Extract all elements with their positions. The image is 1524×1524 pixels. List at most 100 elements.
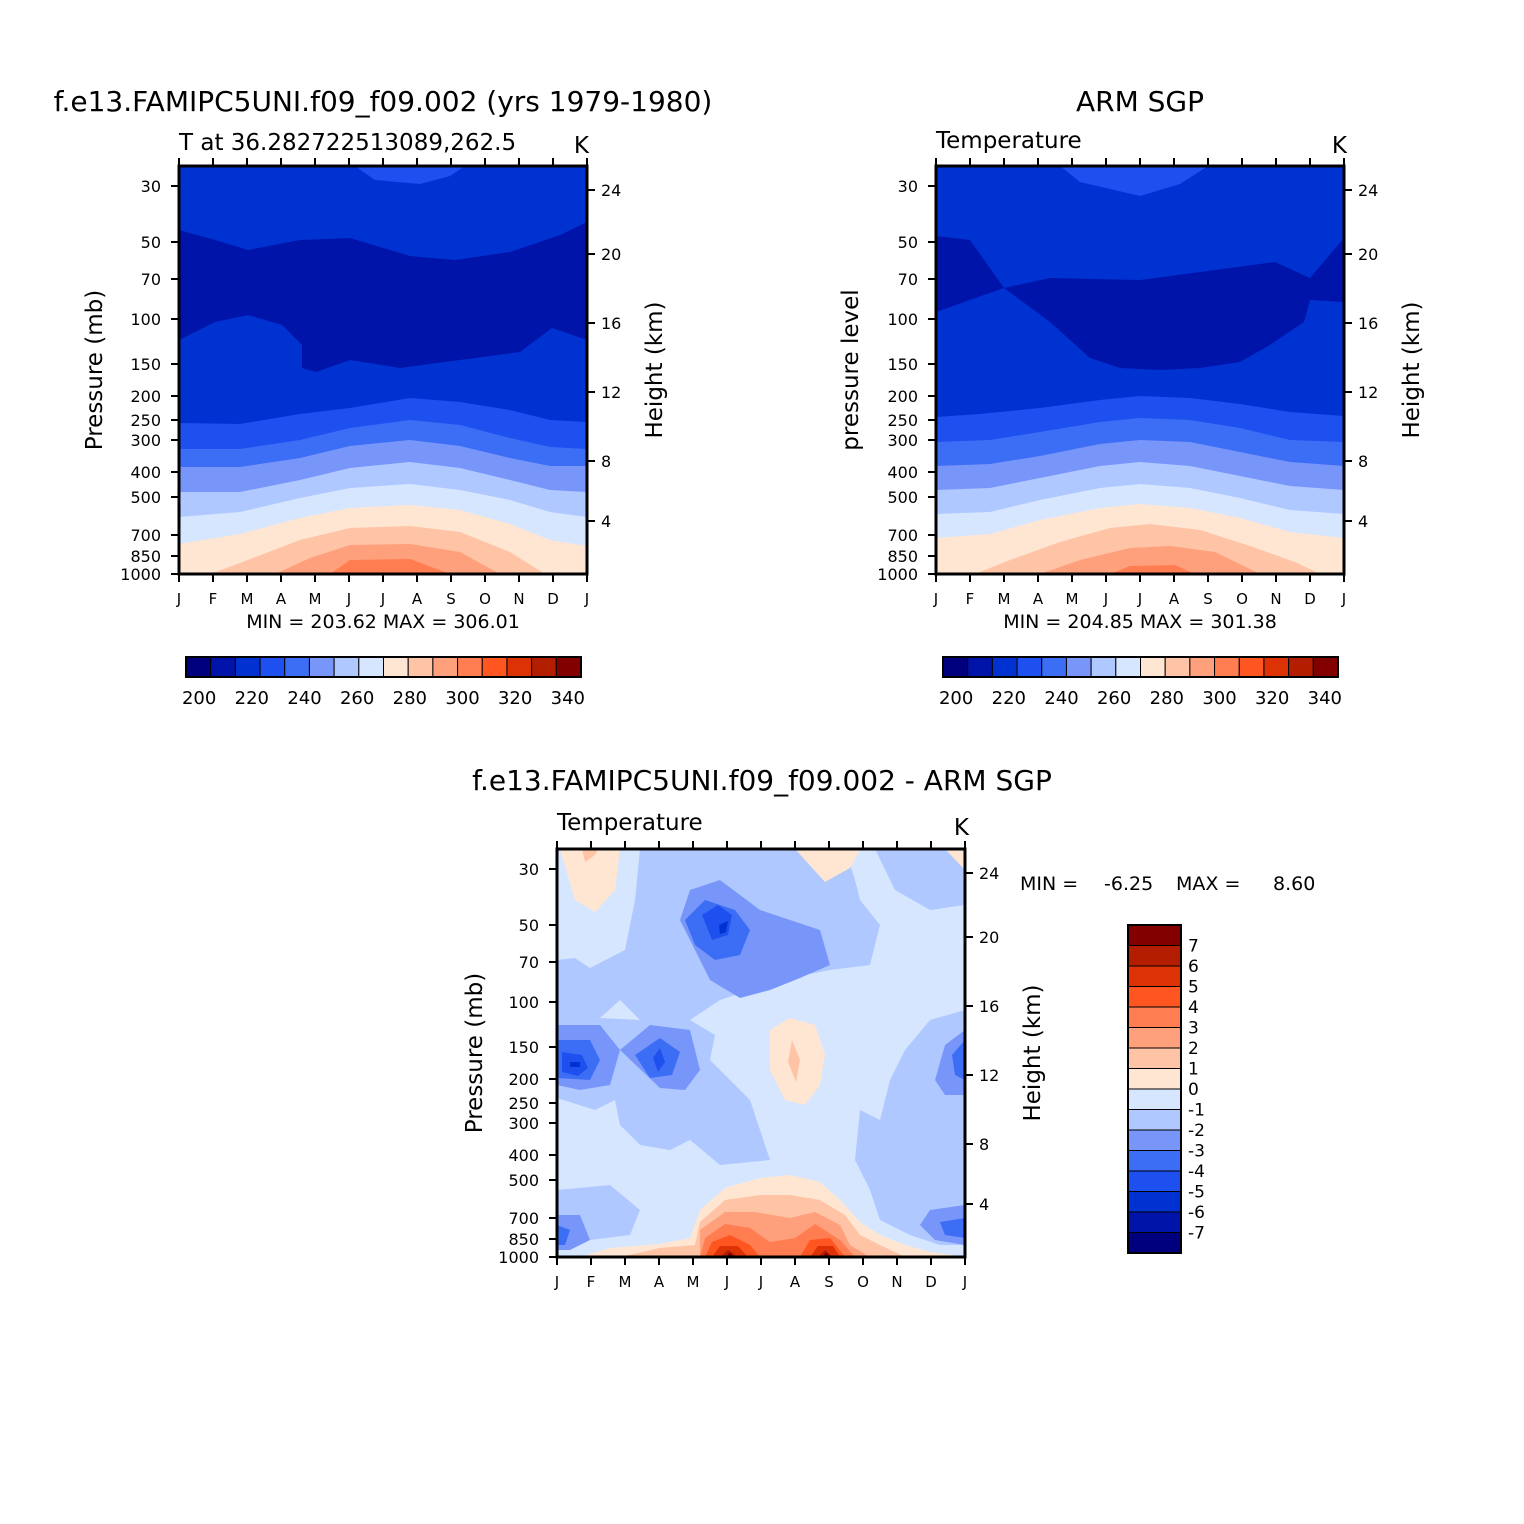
pressure-tick-label: 400: [508, 1146, 539, 1165]
height-tick-label: 24: [601, 181, 621, 200]
height-tick-label: 20: [979, 928, 999, 947]
colorbar-label: 7: [1188, 937, 1199, 957]
pressure-tick-label: 850: [508, 1230, 539, 1249]
colorbar-box: [358, 656, 384, 678]
height-tick-label: 20: [1358, 245, 1378, 264]
pressure-tick-label: 850: [130, 547, 161, 566]
pressure-tick-label: 250: [887, 411, 918, 430]
colorbar-label: 300: [445, 688, 479, 709]
panel-diff: f.e13.FAMIPC5UNI.f09_f09.002 - ARM SGP T…: [462, 764, 1315, 1291]
panel-diff-stats-max-value: 8.60: [1273, 873, 1315, 895]
colorbar-label: 3: [1188, 1019, 1199, 1039]
panel-model: f.e13.FAMIPC5UNI.f09_f09.002 (yrs 1979-1…: [54, 85, 713, 709]
pressure-tick-label: 300: [887, 431, 918, 450]
pressure-tick-label: 100: [887, 310, 918, 329]
panel-obs-colorbar: 200 220 240 260 280 300 320 340: [939, 656, 1342, 709]
height-tick-label: 12: [601, 383, 621, 402]
height-tick-label: 16: [979, 997, 999, 1016]
colorbar-box: [506, 656, 533, 678]
panel-model-field: [179, 166, 587, 574]
colorbar-label: 6: [1188, 957, 1199, 977]
colorbar-label: -3: [1188, 1142, 1205, 1162]
panel-model-ylabel: Pressure (mb): [82, 290, 108, 450]
colorbar-box: [1263, 656, 1290, 678]
height-tick-label: 24: [979, 864, 999, 883]
colorbar-box: [1127, 1211, 1182, 1233]
panel-obs-ylabel: pressure level: [838, 289, 864, 450]
colorbar-box: [1127, 1129, 1182, 1151]
pressure-tick-label: 700: [508, 1209, 539, 1228]
colorbar-box: [1288, 656, 1314, 678]
colorbar-label: 220: [235, 688, 269, 709]
colorbar-box: [1127, 1027, 1182, 1049]
pressure-tick-label: 500: [508, 1171, 539, 1190]
pressure-tick-label: 50: [898, 233, 918, 252]
panel-obs-field: [936, 166, 1344, 574]
colorbar-box: [1127, 965, 1182, 987]
colorbar-label: 300: [1202, 688, 1236, 709]
month-tick-label: N: [1270, 590, 1281, 608]
colorbar-box: [967, 656, 993, 678]
month-tick-label: M: [1066, 590, 1079, 608]
colorbar-box: [991, 656, 1018, 678]
colorbar-label: -4: [1188, 1162, 1205, 1182]
month-tick-label: M: [619, 1273, 632, 1291]
height-tick-label: 4: [601, 512, 611, 531]
panel-obs: ARM SGP Temperature K J F M A M J J A S O N D J 30 50 7…: [838, 85, 1425, 709]
height-tick-label: 12: [979, 1066, 999, 1085]
pressure-tick-label: 1000: [120, 565, 161, 584]
colorbar-box: [531, 656, 557, 678]
colorbar-label: -7: [1188, 1224, 1205, 1244]
month-tick-label: A: [1169, 590, 1180, 608]
pressure-tick-label: 150: [508, 1038, 539, 1057]
pressure-tick-label: 50: [519, 916, 539, 935]
colorbar-box: [308, 656, 335, 678]
month-tick-label: S: [446, 590, 456, 608]
panel-diff-ylabel: Pressure (mb): [462, 973, 488, 1133]
colorbar-box: [432, 656, 459, 678]
colorbar-box: [1115, 656, 1141, 678]
colorbar-label: 0: [1188, 1080, 1199, 1100]
pressure-tick-label: 200: [887, 387, 918, 406]
colorbar-box: [284, 656, 310, 678]
pressure-tick-label: 300: [508, 1114, 539, 1133]
month-tick-label: J: [933, 590, 938, 608]
pressure-tick-label: 100: [508, 993, 539, 1012]
panel-obs-stats: MIN = 204.85 MAX = 301.38: [1003, 611, 1277, 633]
colorbar-box: [1214, 656, 1240, 678]
colorbar-box: [1090, 656, 1117, 678]
month-tick-label: S: [824, 1273, 834, 1291]
month-tick-label: J: [346, 590, 351, 608]
month-tick-label: A: [412, 590, 423, 608]
colorbar-box: [1189, 656, 1216, 678]
colorbar-frame: [1127, 924, 1182, 1254]
panel-obs-units: K: [1332, 133, 1348, 159]
colorbar-box: [1140, 656, 1166, 678]
pressure-tick-label: 70: [141, 270, 161, 289]
panel-diff-field: [557, 849, 965, 1257]
colorbar-label: 1: [1188, 1060, 1199, 1080]
month-tick-label: M: [998, 590, 1011, 608]
colorbar-box: [1127, 1068, 1182, 1090]
colorbar-box: [1127, 1150, 1182, 1172]
colorbar-label: 2: [1188, 1039, 1199, 1059]
panel-diff-stats-max-label: MAX =: [1176, 873, 1240, 895]
month-tick-label: M: [241, 590, 254, 608]
colorbar-label: 240: [287, 688, 321, 709]
colorbar-frame: [942, 656, 1339, 678]
colorbar-label: 240: [1044, 688, 1078, 709]
height-tick-label: 24: [1358, 181, 1378, 200]
pressure-tick-label: 30: [141, 177, 161, 196]
month-tick-label: D: [547, 590, 559, 608]
height-tick-label: 16: [1358, 314, 1378, 333]
month-tick-label: J: [758, 1273, 763, 1291]
colorbar-box: [1127, 945, 1182, 967]
colorbar-box: [1127, 1232, 1182, 1254]
month-tick-label: S: [1203, 590, 1213, 608]
colorbar-box: [1041, 656, 1067, 678]
pressure-tick-label: 850: [887, 547, 918, 566]
